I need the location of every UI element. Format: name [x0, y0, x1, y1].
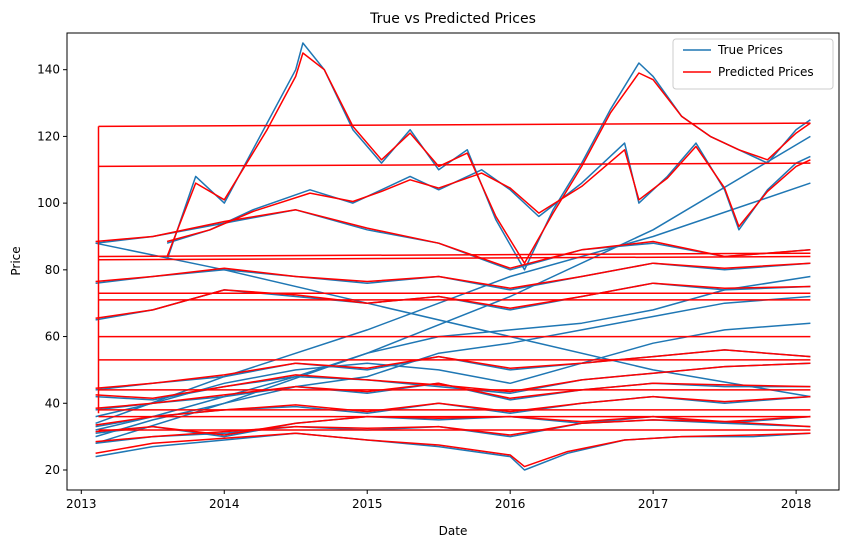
true-price-line [95, 295, 811, 438]
y-axis: 20 40 60 80 100 120 140 [37, 63, 67, 477]
predicted-price-line [95, 395, 811, 426]
legend-label-true: True Prices [717, 43, 783, 57]
x-tick-label: 2017 [638, 497, 669, 511]
true-price-line [95, 182, 811, 425]
y-tick-label: 100 [37, 196, 60, 210]
predicted-price-line [95, 382, 811, 410]
y-tick-label: 60 [45, 330, 60, 344]
predicted-price-line [95, 262, 811, 289]
legend-box [672, 38, 834, 90]
predicted-price-line [98, 162, 811, 168]
y-tick-label: 40 [45, 396, 60, 410]
y-tick-label: 80 [45, 263, 60, 277]
y-tick-label: 20 [45, 463, 60, 477]
y-axis-title: Price [9, 246, 23, 275]
x-tick-label: 2016 [495, 497, 526, 511]
true-price-line [95, 242, 811, 398]
predicted-price-line [98, 252, 811, 258]
predicted-price-line [98, 255, 811, 261]
true-price-line [166, 142, 811, 244]
x-axis-title: Date [439, 524, 468, 538]
predicted-price-line [166, 52, 811, 264]
x-tick-label: 2015 [352, 497, 383, 511]
predicted-price-line [95, 419, 811, 443]
legend-label-predicted: Predicted Prices [718, 65, 814, 79]
plot-frame [66, 32, 840, 491]
chart-title: True vs Predicted Prices [369, 11, 536, 27]
x-tick-label: 2014 [209, 497, 240, 511]
predicted-price-line [95, 349, 811, 390]
predicted-price-line [95, 432, 811, 468]
predicted-price-line [95, 209, 811, 269]
series-predicted-prices [95, 52, 811, 468]
predicted-price-line [95, 415, 811, 436]
x-tick-label: 2013 [66, 497, 97, 511]
predicted-price-line [95, 362, 811, 400]
legend: True Prices Predicted Prices [672, 38, 834, 90]
x-axis: 2013 2014 2015 2016 2017 2018 [66, 490, 811, 511]
series-layer [95, 42, 811, 471]
y-tick-label: 120 [37, 129, 60, 143]
predicted-price-line [166, 145, 811, 243]
y-tick-label: 140 [37, 63, 60, 77]
predicted-price-line [95, 282, 811, 319]
x-tick-label: 2018 [781, 497, 812, 511]
